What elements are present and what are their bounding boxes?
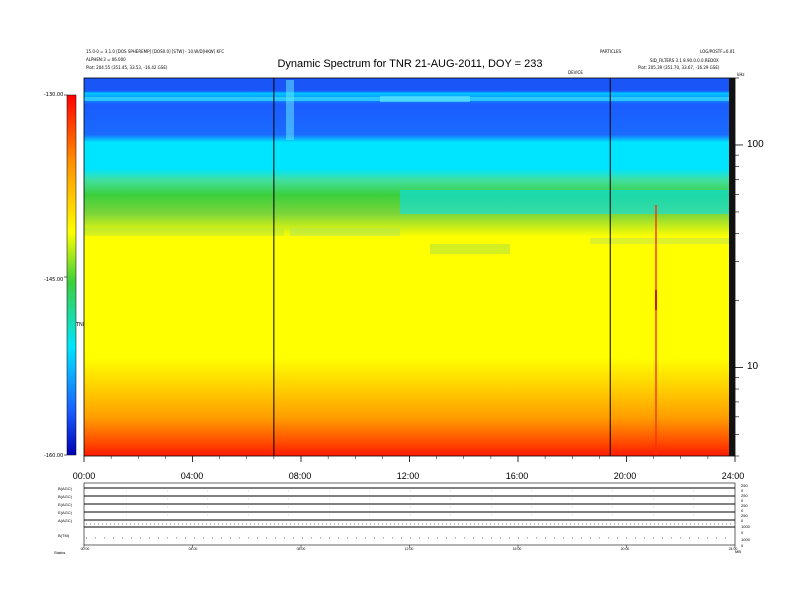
header-left-line1: 15.0-0 = 3.1.0 [DOS SPHEREMP] [DOS0.0] […	[86, 49, 225, 54]
x-tick-label: 12:00	[396, 471, 420, 481]
x-tick-label: 00:00	[72, 471, 96, 481]
panel-footer-right: MB	[735, 549, 741, 554]
colorbar	[66, 94, 77, 456]
y-unit-label: kHz	[737, 72, 745, 77]
colorbar-tick-bottom: -160.00	[44, 453, 64, 459]
x-tick-label: 20:00	[613, 471, 637, 481]
x-axis-ticks	[83, 456, 736, 462]
y-axis-ticks	[735, 77, 743, 457]
bottom-panel-frame	[83, 482, 736, 546]
spectrogram-feature	[84, 228, 284, 236]
panel-row-label: B(TM)	[58, 533, 70, 538]
panel-scale-label: 0	[741, 543, 744, 548]
colorbar-tick-mid: -145.00	[44, 277, 64, 283]
header-right-line2: LOG/POSTF=0.01	[700, 49, 735, 54]
panel-scale-label: 0	[741, 498, 744, 503]
spectrogram-top-band	[84, 78, 735, 90]
right-axis-strip	[729, 78, 735, 456]
spectrogram-feature	[290, 228, 400, 236]
panel-scale-label: 1000	[741, 537, 750, 542]
chart-title: Dynamic Spectrum for TNR 21-AUG-2011, DO…	[277, 58, 543, 70]
bottom-panel-rows	[83, 487, 736, 548]
panel-scale-label: 0	[741, 518, 744, 523]
panel-scale-label: 0	[741, 508, 744, 513]
x-tick-label: 04:00	[180, 471, 204, 481]
panel-x-tick-label: 20:00	[620, 547, 630, 551]
panel-x-tick-label: 04:00	[188, 547, 198, 551]
panel-scale-label: 0	[741, 488, 744, 493]
x-tick-label: 24:00	[721, 471, 745, 481]
panel-scale-label: 250	[741, 503, 748, 508]
spectrogram-stripe	[380, 96, 470, 102]
panel-scale-label: 0	[741, 530, 744, 535]
header-right-line4: Plot: 205.39 (351.70, 33.67, -16.29 GSE)	[638, 65, 720, 70]
header-right-line1: PARTICLES	[600, 49, 622, 54]
spectrogram-burst	[655, 205, 657, 455]
spectrogram	[84, 78, 735, 456]
colorbar-tick-top: -130.00	[44, 92, 64, 98]
x-tick-label: 08:00	[288, 471, 312, 481]
panel-x-tick-label: 00:00	[80, 547, 90, 551]
header-right-line3: SID_FILTERS 3.1 8.90.0.0.0.REDOX	[650, 58, 719, 63]
spectrogram-streak	[286, 80, 294, 140]
panel-scale-label: 1000	[741, 524, 750, 529]
panel-row-label: E(AGC)	[58, 510, 72, 515]
header-left-line3: Plot: 204.55 (351.45, 33.53, -16.42 GSE)	[86, 65, 168, 70]
header-device-label: DEVICE	[568, 70, 583, 75]
y-tick-100: 100	[747, 138, 764, 150]
panel-row-label: B(AGC)	[58, 486, 72, 491]
header-left-line2: ALPHEN:3 = 06.000	[86, 57, 126, 62]
panel-scale-label: 250	[741, 493, 748, 498]
x-tick-label: 16:00	[505, 471, 529, 481]
colorbar-label: TNR	[76, 322, 87, 328]
panel-x-tick-label: 12:00	[404, 547, 414, 551]
panel-scale-label: 250	[741, 483, 748, 488]
panel-scale-label: 250	[741, 513, 748, 518]
y-tick-10: 10	[747, 361, 759, 373]
vertical-markers	[273, 78, 611, 456]
panel-x-tick-label: 08:00	[296, 547, 306, 551]
panel-row-label: B(AGC)	[58, 494, 72, 499]
panel-footer-left: Status	[54, 550, 66, 555]
panel-row-label: A(AGC)	[58, 518, 72, 523]
panel-x-tick-label: 16:00	[512, 547, 522, 551]
spectrogram-cyan-extension	[400, 190, 735, 214]
spectrogram-feature	[590, 238, 730, 244]
panel-x-tick-label: 24:00	[728, 547, 738, 551]
spectrogram-feature	[430, 244, 510, 254]
panel-row-label: E(AGC)	[58, 502, 72, 507]
spectrogram-burst	[655, 290, 657, 310]
